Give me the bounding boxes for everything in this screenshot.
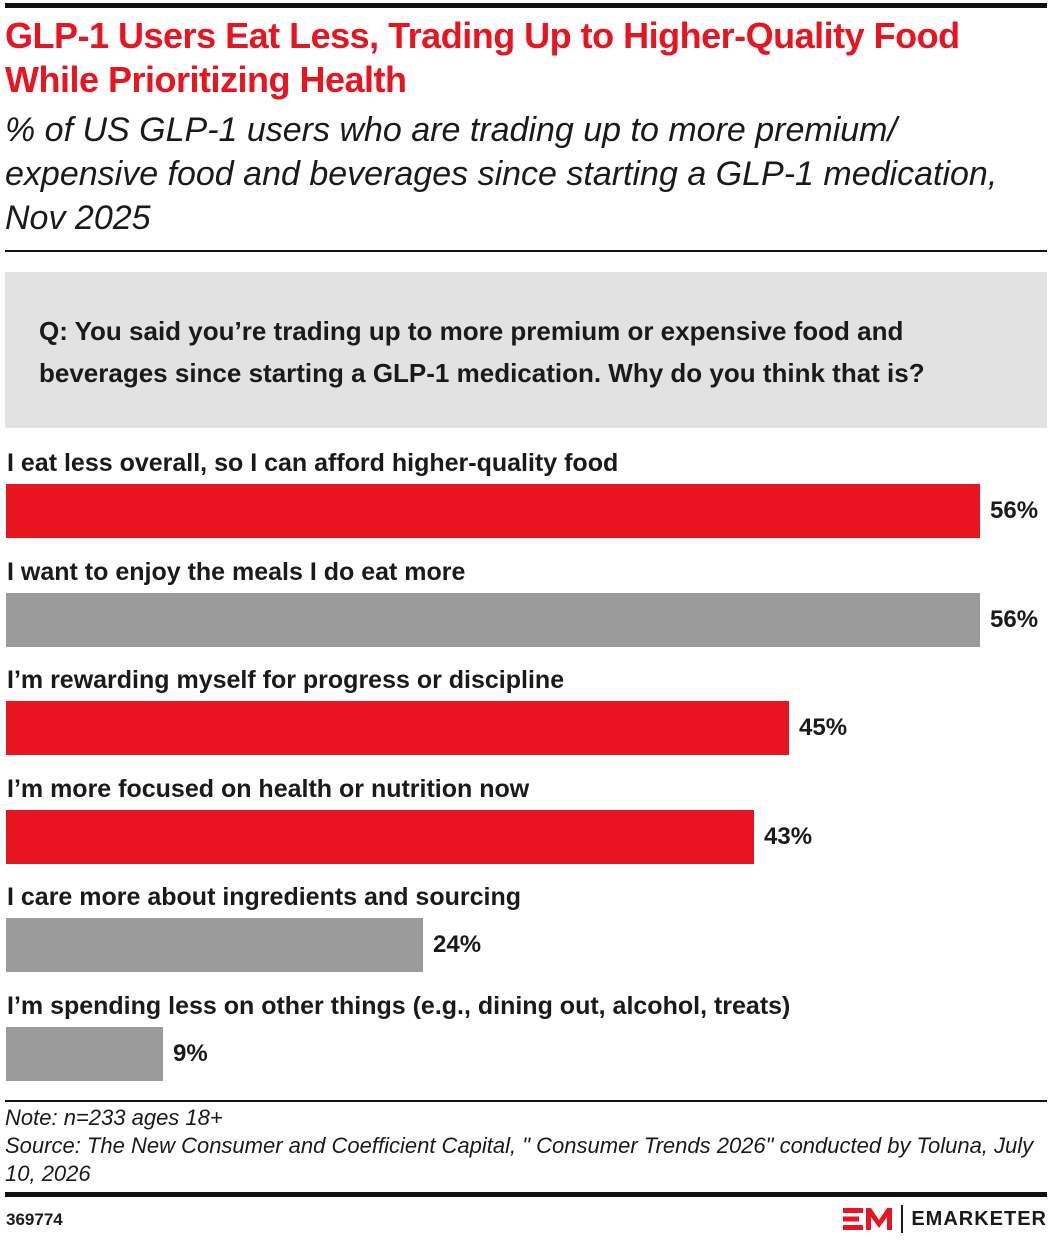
bar-label: I care more about ingredients and sourci… <box>7 883 521 911</box>
bar-label: I eat less overall, so I can afford high… <box>7 449 619 477</box>
top-rule <box>5 3 1047 8</box>
bar-value-label: 24% <box>433 931 482 958</box>
chart-subtitle: % of US GLP-1 users who are trading up t… <box>5 111 998 237</box>
bar-value-label: 43% <box>764 822 813 850</box>
bar <box>6 592 980 647</box>
brand: EMARKETER <box>843 1204 1047 1234</box>
question-box: Q: You said you’re trading up to more pr… <box>5 272 1047 428</box>
bar-label: I’m rewarding myself for progress or dis… <box>7 666 565 694</box>
brand-divider <box>901 1205 904 1233</box>
source-text: Source: The New Consumer and Coefficient… <box>5 1133 1034 1186</box>
footer-divider <box>5 1100 1047 1102</box>
bottom-rule <box>5 1192 1047 1197</box>
bar <box>6 1026 163 1081</box>
note-text: Note: n=233 ages 18+ <box>5 1105 223 1130</box>
question-text: Q: You said you’re trading up to more pr… <box>39 316 925 388</box>
bar-value-label: 9% <box>173 1039 208 1067</box>
bar <box>6 809 754 864</box>
chart-id: 369774 <box>6 1210 63 1229</box>
bar-label: I want to enjoy the meals I do eat more <box>7 557 466 586</box>
footnote: Note: n=233 ages 18+ Source: The New Con… <box>5 1104 1045 1188</box>
subtitle-divider <box>5 250 1047 252</box>
bar <box>6 484 980 538</box>
bar-label: I’m more focused on health or nutrition … <box>7 774 530 803</box>
bar-value-label: 45% <box>799 714 848 741</box>
bar <box>6 918 423 972</box>
bar <box>6 701 789 755</box>
brand-name: EMARKETER <box>911 1207 1047 1230</box>
em-logo-icon <box>843 1208 893 1230</box>
chart-title: GLP-1 Users Eat Less, Trading Up to High… <box>5 15 960 100</box>
bar-value-label: 56% <box>990 497 1039 524</box>
bar-chart: I eat less overall, so I can afford high… <box>0 440 1052 1090</box>
bar-label: I’m spending less on other things (e.g.,… <box>7 991 791 1020</box>
bar-value-label: 56% <box>990 605 1039 633</box>
